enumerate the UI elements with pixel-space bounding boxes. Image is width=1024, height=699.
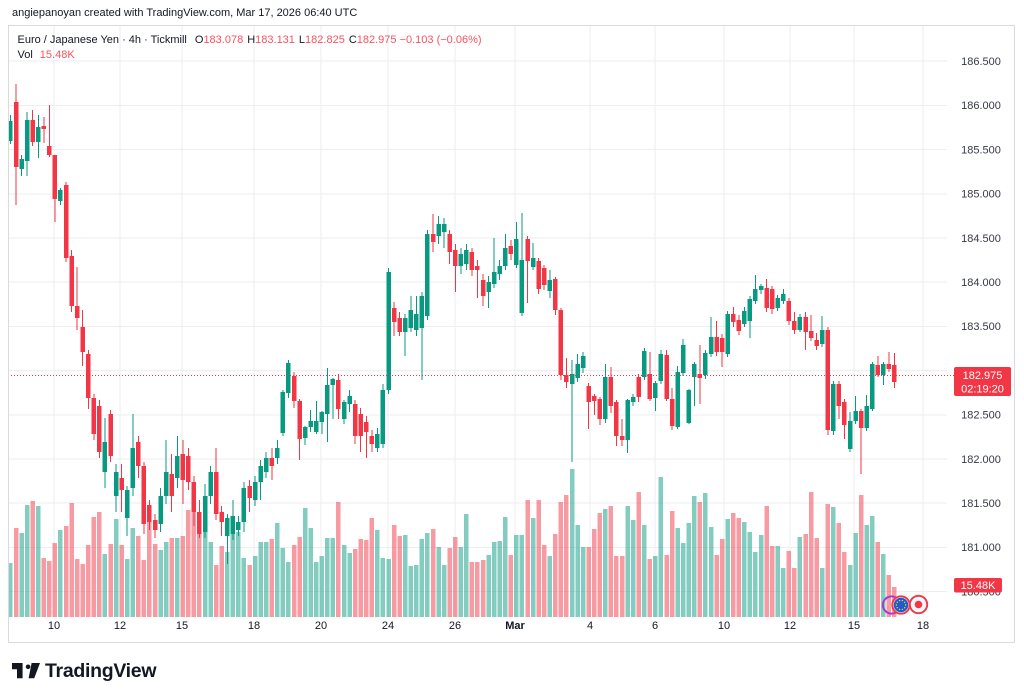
svg-text:10: 10 — [48, 620, 60, 632]
svg-text:4: 4 — [587, 620, 593, 632]
svg-text:181.000: 181.000 — [961, 542, 1001, 554]
svg-text:185.000: 185.000 — [961, 189, 1001, 201]
svg-text:12: 12 — [114, 620, 126, 632]
svg-text:12: 12 — [784, 620, 796, 632]
svg-text:182.500: 182.500 — [961, 410, 1001, 422]
svg-text:6: 6 — [652, 620, 658, 632]
svg-text:185.500: 185.500 — [961, 144, 1001, 156]
svg-text:02:19:20: 02:19:20 — [961, 384, 1004, 396]
svg-text:10: 10 — [718, 620, 730, 632]
svg-text:183.500: 183.500 — [961, 321, 1001, 333]
svg-text:184.500: 184.500 — [961, 233, 1001, 245]
svg-text:18: 18 — [248, 620, 260, 632]
svg-text:26: 26 — [449, 620, 461, 632]
svg-text:182.000: 182.000 — [961, 454, 1001, 466]
svg-text:15: 15 — [176, 620, 188, 632]
svg-text:186.500: 186.500 — [961, 56, 1001, 68]
svg-text:15.48K: 15.48K — [961, 580, 997, 592]
svg-text:182.975: 182.975 — [963, 370, 1003, 382]
svg-text:18: 18 — [917, 620, 929, 632]
svg-text:24: 24 — [382, 620, 394, 632]
svg-text:20: 20 — [315, 620, 327, 632]
svg-text:181.500: 181.500 — [961, 498, 1001, 510]
svg-text:186.000: 186.000 — [961, 100, 1001, 112]
svg-text:15: 15 — [848, 620, 860, 632]
svg-text:Mar: Mar — [505, 620, 525, 632]
svg-text:184.000: 184.000 — [961, 277, 1001, 289]
